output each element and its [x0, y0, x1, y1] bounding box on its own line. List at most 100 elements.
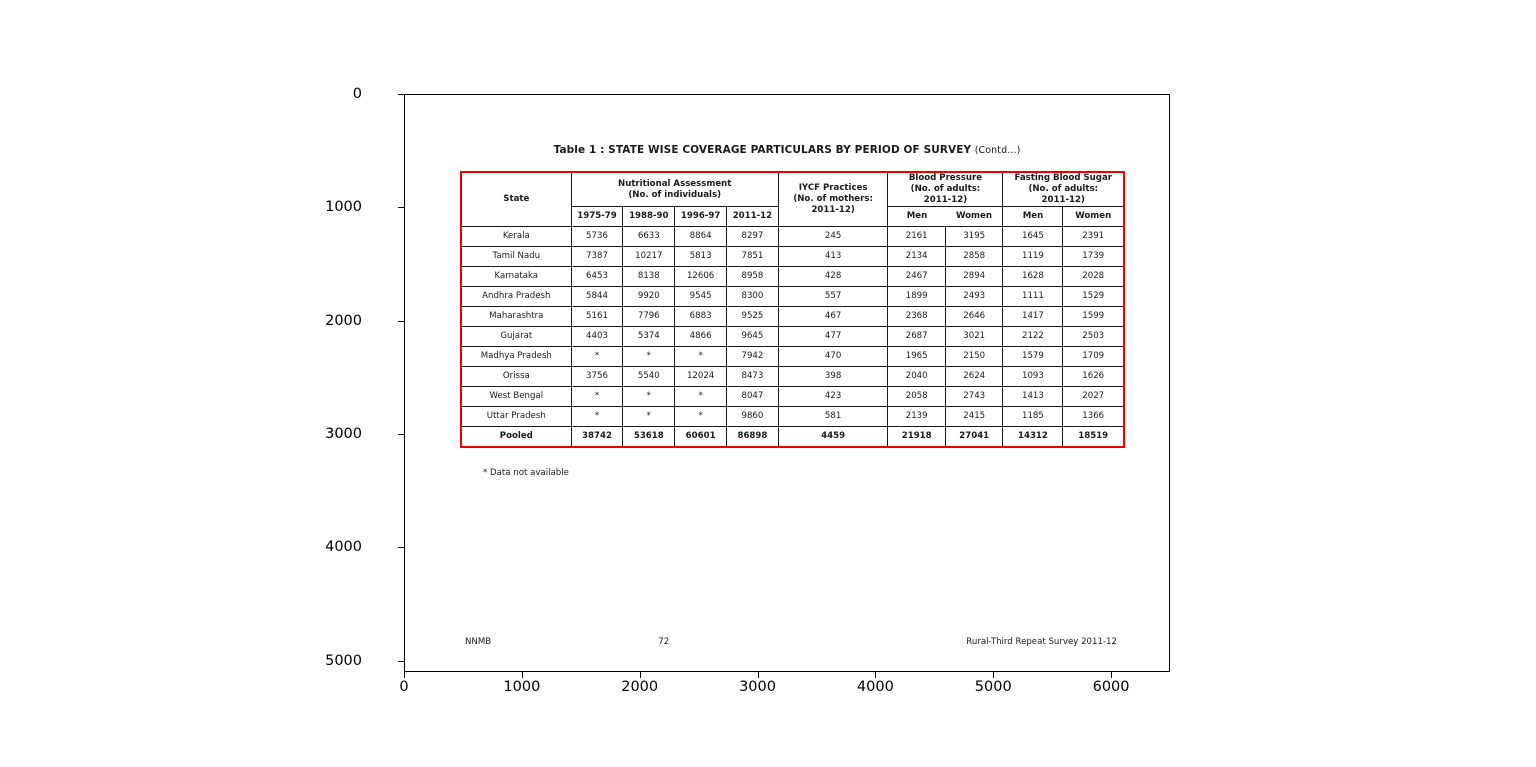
cell-iycf: 4459 [777, 426, 889, 446]
cell-state: Karnataka [462, 266, 572, 287]
page-footer: NNMB 72 Rural-Third Repeat Survey 2011-1… [465, 637, 1117, 647]
cell-p2: 53618 [622, 426, 676, 446]
cell-bp-women: 2150 [944, 346, 1004, 367]
cell-fbs-men: 1417 [1002, 306, 1064, 327]
cell-state: Tamil Nadu [462, 246, 572, 267]
cell-fbs-men: 2122 [1002, 326, 1064, 347]
cell-p4: 8473 [726, 366, 779, 387]
y-tick-label-3000: 3000 [325, 425, 362, 442]
cell-fbs-men: 14312 [1002, 426, 1064, 446]
x-tick-label-5000: 5000 [974, 679, 1012, 695]
cell-p1: 5736 [570, 226, 624, 247]
cell-p2: * [622, 386, 676, 407]
table-row: Madhya Pradesh * * * 7942 470 1965 2150 1579 1709 [462, 346, 1123, 367]
y-tick-label-2000: 2000 [325, 312, 362, 329]
cell-iycf: 470 [777, 346, 889, 367]
header-bp-women: Women [955, 211, 992, 221]
cell-p1: 6453 [570, 266, 624, 287]
table-row: Kerala 5736 6633 8864 8297 245 2161 3195 1645 239… [462, 226, 1123, 247]
cell-p4: 8300 [726, 286, 779, 307]
cell-state: Pooled [462, 426, 572, 446]
cell-p4: 9860 [726, 406, 779, 427]
cell-p2: * [622, 346, 676, 367]
cell-bp-men: 1899 [887, 286, 946, 307]
footnote-data-not-available: * Data not available [483, 468, 569, 478]
footer-right: Rural-Third Repeat Survey 2011-12 [966, 637, 1117, 647]
header-bp-men: Men [906, 211, 928, 221]
x-tick-mark-0 [404, 672, 405, 678]
cell-bp-men: 2139 [887, 406, 946, 427]
cell-fbs-men: 1111 [1002, 286, 1064, 307]
header-fbs-women: Women [1062, 206, 1123, 227]
cell-bp-women: 2493 [944, 286, 1004, 307]
cell-bp-women: 2415 [944, 406, 1004, 427]
cell-p3: * [674, 406, 728, 427]
header-period-4: 2011-12 [726, 206, 779, 227]
cell-fbs-women: 1599 [1062, 306, 1123, 327]
x-tick-label-4000: 4000 [856, 679, 894, 695]
y-tick-mark-3000 [398, 434, 404, 435]
cell-fbs-women: 2503 [1062, 326, 1123, 347]
cell-fbs-men: 1119 [1002, 246, 1064, 267]
cell-fbs-women: 1626 [1062, 366, 1123, 387]
y-tick-mark-4000 [398, 547, 404, 549]
cell-iycf: 428 [777, 266, 889, 287]
y-tick-label-0: 0 [352, 85, 362, 102]
cell-p1: 4403 [570, 326, 624, 347]
cell-state: West Bengal [462, 386, 572, 407]
cell-fbs-women: 2391 [1062, 226, 1123, 247]
cell-iycf: 467 [777, 306, 889, 327]
cell-fbs-women: 1529 [1062, 286, 1123, 307]
header-fbs-men: Men [1002, 206, 1064, 227]
cell-iycf: 477 [777, 326, 889, 347]
header-iycf-line2: (No. of mothers: [793, 194, 873, 204]
y-tick-mark-2000 [398, 320, 404, 322]
cell-state: Uttar Pradesh [462, 406, 572, 427]
header-nutritional-line1: Nutritional Assessment [618, 178, 732, 189]
table-row: Karnataka 6453 8138 12606 8958 428 2467 2894 162… [462, 266, 1123, 287]
cell-fbs-men: 1413 [1002, 386, 1064, 407]
x-tick-mark-4000 [875, 672, 877, 678]
cell-iycf: 423 [777, 386, 889, 407]
y-tick-mark-5000 [398, 660, 404, 662]
cell-p1: 5844 [570, 286, 624, 307]
axes-plot-area: Table 1 : STATE WISE COVERAGE PARTICULAR… [404, 94, 1170, 672]
x-tick-label-2000: 2000 [621, 679, 659, 695]
cell-p2: 10217 [622, 246, 676, 267]
table-row: Gujarat 4403 5374 4866 9645 477 2687 3021 2122 25… [462, 326, 1123, 347]
cell-p3: 5813 [674, 246, 728, 267]
header-bp-sex-group: Men Women [887, 206, 1004, 227]
header-iycf-line3: 2011-12) [811, 205, 855, 215]
cell-p1: * [570, 406, 624, 427]
cell-fbs-women: 2027 [1062, 386, 1123, 407]
footer-left: NNMB [465, 637, 492, 647]
y-tick-mark-0 [398, 94, 404, 95]
cell-fbs-men: 1579 [1002, 346, 1064, 367]
cell-p4: 8047 [726, 386, 779, 407]
cell-p4: 9645 [726, 326, 779, 347]
y-tick-label-1000: 1000 [325, 199, 362, 216]
header-fbs-line1: Fasting Blood Sugar [1014, 173, 1112, 183]
header-nutritional-assessment: Nutritional Assessment (No. of individua… [570, 173, 779, 207]
cell-p3: * [674, 386, 728, 407]
cell-p3: 12606 [674, 266, 728, 287]
y-tick-mark-1000 [398, 207, 404, 209]
x-tick-mark-5000 [993, 672, 995, 678]
cell-p1: 5161 [570, 306, 624, 327]
cell-bp-men: 1965 [887, 346, 946, 367]
cell-fbs-men: 1093 [1002, 366, 1064, 387]
cell-bp-women: 2858 [944, 246, 1004, 267]
header-bp-line1: Blood Pressure [908, 173, 983, 183]
cell-fbs-women: 2028 [1062, 266, 1123, 287]
footer-page-number: 72 [658, 637, 670, 647]
y-tick-label-4000: 4000 [325, 539, 362, 556]
cell-iycf: 413 [777, 246, 889, 267]
cell-p4: 8958 [726, 266, 779, 287]
y-tick-label-5000: 5000 [325, 652, 362, 669]
page-title: Table 1 : STATE WISE COVERAGE PARTICULAR… [405, 144, 1169, 156]
x-tick-mark-6000 [1111, 672, 1113, 678]
cell-p4: 86898 [726, 426, 779, 446]
cell-p3: 12024 [674, 366, 728, 387]
cell-iycf: 557 [777, 286, 889, 307]
